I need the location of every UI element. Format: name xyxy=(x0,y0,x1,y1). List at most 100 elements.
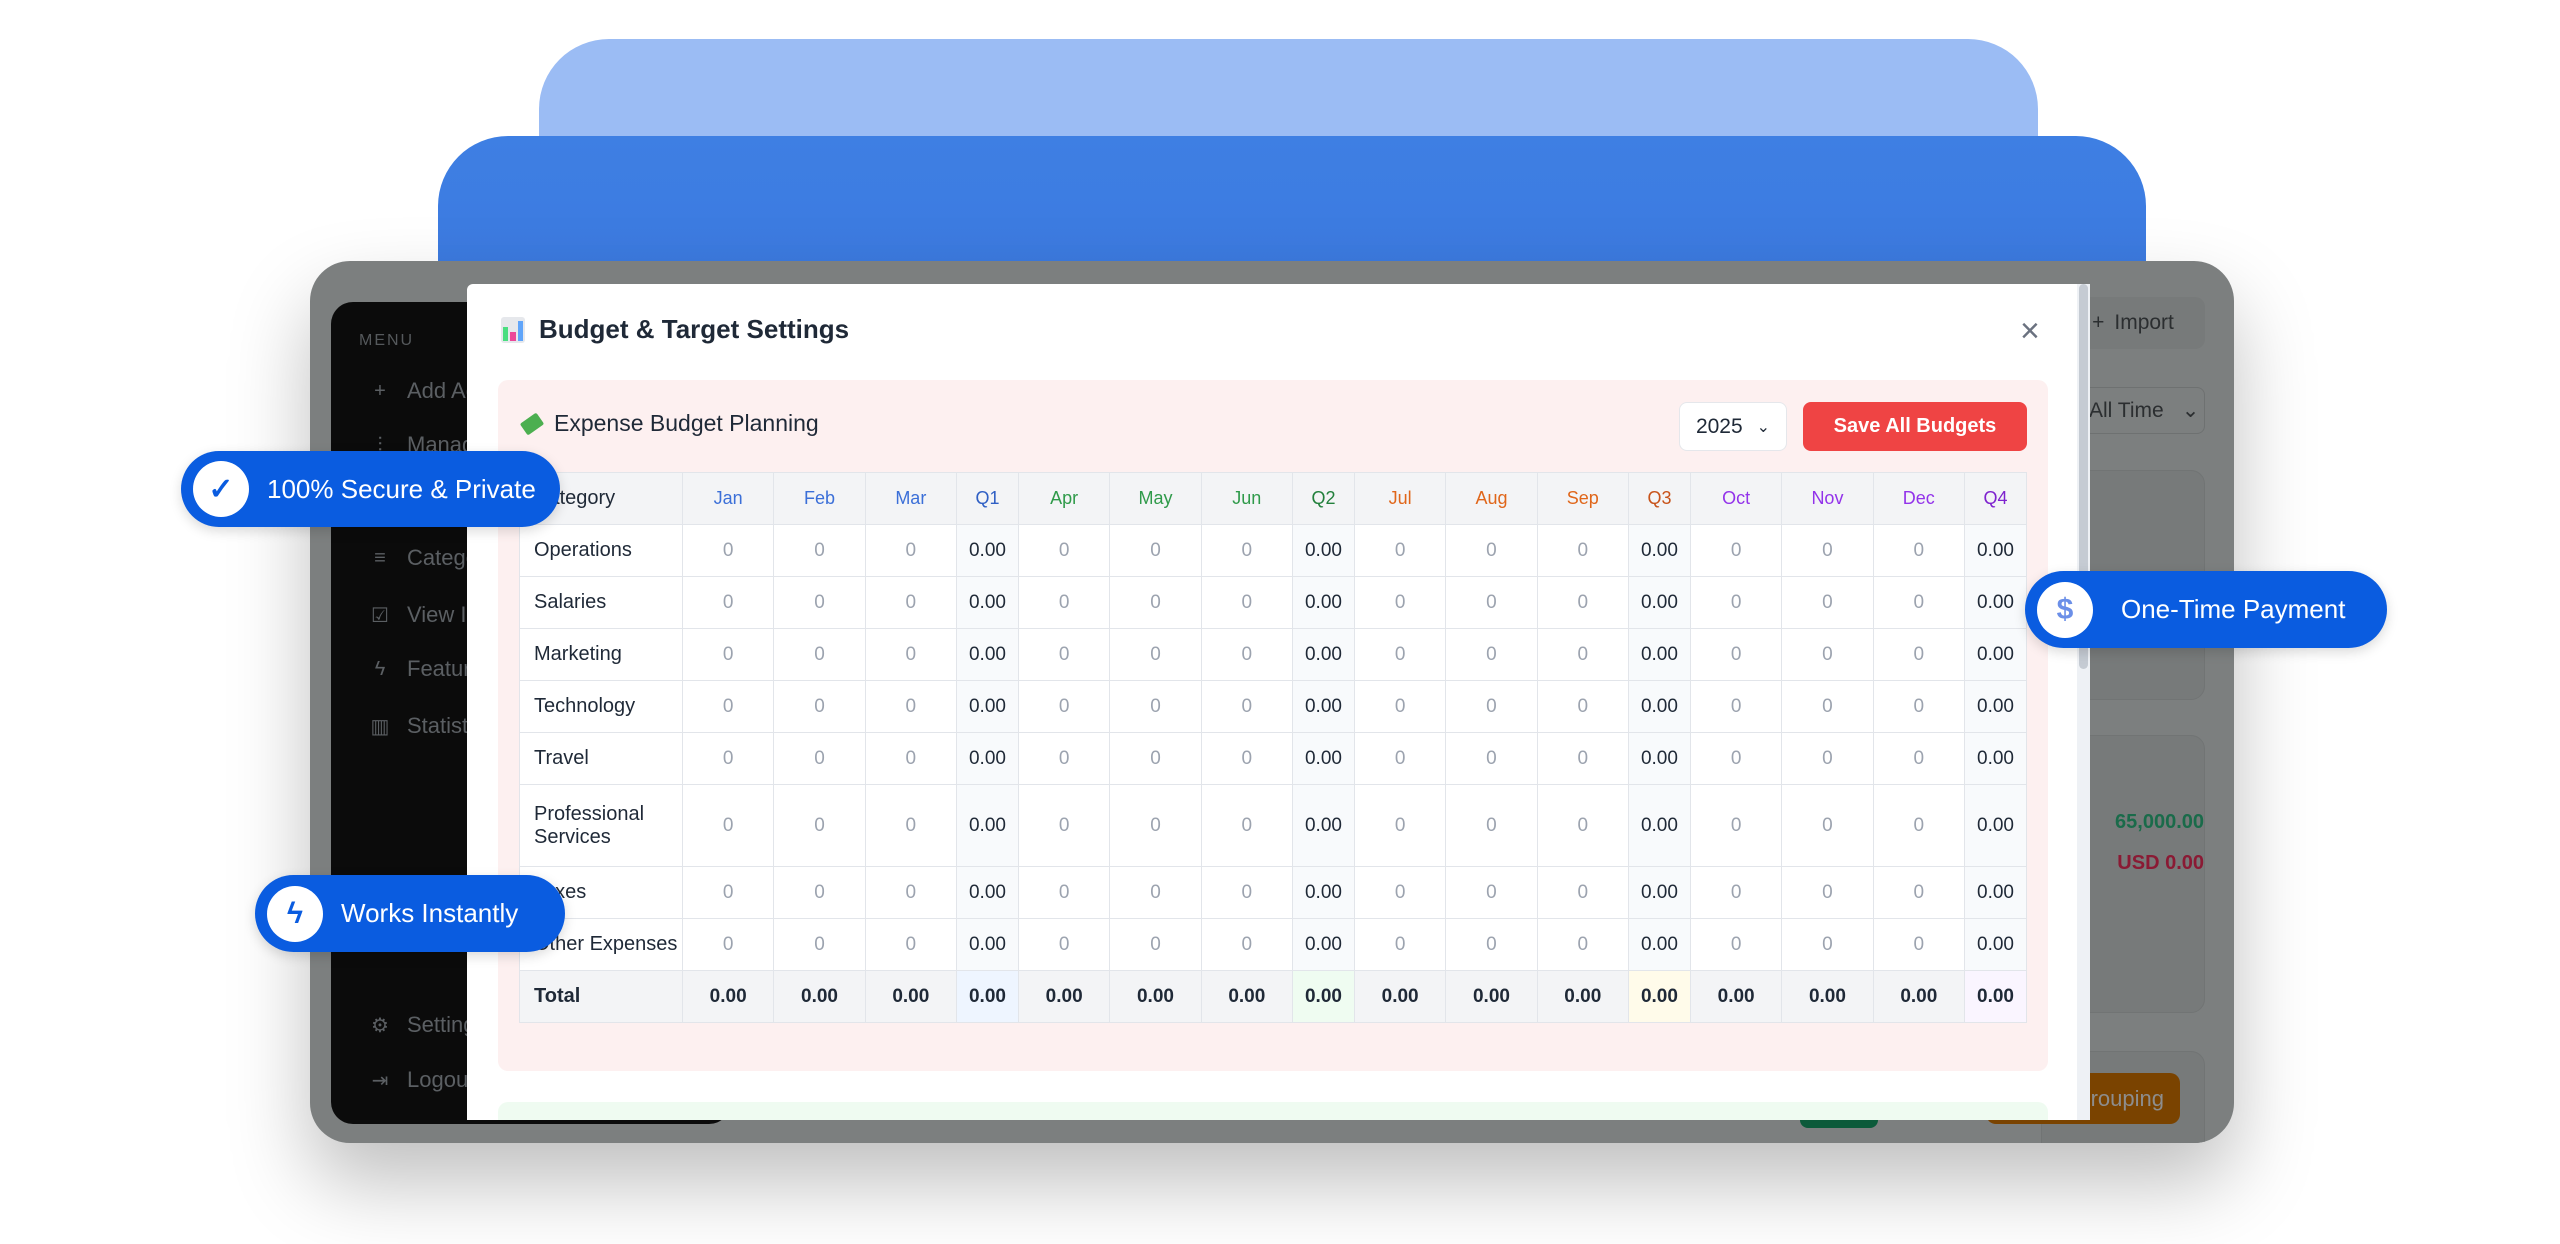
budget-input-cell[interactable]: 0 xyxy=(1109,732,1202,785)
budget-input-cell[interactable]: 0 xyxy=(1445,784,1538,867)
period-select[interactable]: All Time ⌄ xyxy=(2074,387,2205,434)
budget-input-cell[interactable]: 0 xyxy=(1109,918,1202,971)
budget-input-cell[interactable]: 0 xyxy=(681,576,775,629)
sidebar-item-features[interactable]: ϟ Feature xyxy=(369,656,483,682)
budget-input-cell[interactable]: 0 xyxy=(681,680,775,733)
budget-input-cell[interactable]: 0 xyxy=(1536,784,1629,867)
budget-input-cell[interactable]: 0 xyxy=(1536,866,1629,919)
budget-input-cell[interactable]: 0 xyxy=(1872,576,1966,629)
budget-input-cell[interactable]: 0 xyxy=(1109,628,1202,681)
budget-input-cell[interactable]: 0 xyxy=(1445,918,1538,971)
budget-input-cell[interactable]: 0 xyxy=(1781,866,1874,919)
budget-input-cell[interactable]: 0 xyxy=(1689,918,1783,971)
budget-input-cell[interactable]: 0 xyxy=(1017,576,1111,629)
budget-input-cell[interactable]: 0 xyxy=(864,680,957,733)
sidebar-item-settings[interactable]: ⚙ Setting xyxy=(369,1012,475,1038)
budget-input-cell[interactable]: 0 xyxy=(1536,576,1629,629)
scrollbar-thumb[interactable] xyxy=(2079,284,2088,669)
budget-input-cell[interactable]: 0 xyxy=(864,784,957,867)
budget-input-cell[interactable]: 0 xyxy=(1445,866,1538,919)
budget-input-cell[interactable]: 0 xyxy=(1353,628,1447,681)
budget-input-cell[interactable]: 0 xyxy=(1353,680,1447,733)
budget-input-cell[interactable]: 0 xyxy=(773,732,866,785)
budget-input-cell[interactable]: 0 xyxy=(1689,732,1783,785)
budget-input-cell[interactable]: 0 xyxy=(864,918,957,971)
budget-input-cell[interactable]: 0 xyxy=(1536,732,1629,785)
budget-input-cell[interactable]: 0 xyxy=(1445,524,1538,577)
budget-input-cell[interactable]: 0 xyxy=(1017,524,1111,577)
sidebar-item-add[interactable]: + Add Ac xyxy=(369,378,477,404)
budget-input-cell[interactable]: 0 xyxy=(773,918,866,971)
budget-input-cell[interactable]: 0 xyxy=(1781,628,1874,681)
budget-input-cell[interactable]: 0 xyxy=(1200,628,1293,681)
budget-input-cell[interactable]: 0 xyxy=(773,784,866,867)
budget-input-cell[interactable]: 0 xyxy=(864,524,957,577)
close-icon[interactable]: × xyxy=(2020,312,2040,350)
year-select[interactable]: 2025 ⌄ xyxy=(1679,402,1787,451)
budget-input-cell[interactable]: 0 xyxy=(1536,524,1629,577)
budget-input-cell[interactable]: 0 xyxy=(773,866,866,919)
budget-input-cell[interactable]: 0 xyxy=(1781,524,1874,577)
budget-input-cell[interactable]: 0 xyxy=(1200,866,1293,919)
budget-input-cell[interactable]: 0 xyxy=(1017,866,1111,919)
budget-input-cell[interactable]: 0 xyxy=(1200,524,1293,577)
budget-input-cell[interactable]: 0 xyxy=(681,866,775,919)
budget-input-cell[interactable]: 0 xyxy=(681,732,775,785)
budget-input-cell[interactable]: 0 xyxy=(681,524,775,577)
save-all-budgets-button[interactable]: Save All Budgets xyxy=(1803,402,2027,451)
budget-input-cell[interactable]: 0 xyxy=(773,680,866,733)
budget-input-cell[interactable]: 0 xyxy=(1781,784,1874,867)
budget-input-cell[interactable]: 0 xyxy=(681,784,775,867)
budget-input-cell[interactable]: 0 xyxy=(1353,732,1447,785)
budget-input-cell[interactable]: 0 xyxy=(1017,628,1111,681)
budget-input-cell[interactable]: 0 xyxy=(681,628,775,681)
budget-input-cell[interactable]: 0 xyxy=(1445,680,1538,733)
budget-input-cell[interactable]: 0 xyxy=(1109,576,1202,629)
budget-input-cell[interactable]: 0 xyxy=(1781,576,1874,629)
budget-input-cell[interactable]: 0 xyxy=(1872,866,1966,919)
budget-input-cell[interactable]: 0 xyxy=(1353,576,1447,629)
budget-input-cell[interactable]: 0 xyxy=(681,918,775,971)
budget-input-cell[interactable]: 0 xyxy=(773,524,866,577)
budget-input-cell[interactable]: 0 xyxy=(1445,732,1538,785)
budget-input-cell[interactable]: 0 xyxy=(1109,524,1202,577)
budget-input-cell[interactable]: 0 xyxy=(1353,784,1447,867)
budget-input-cell[interactable]: 0 xyxy=(1200,732,1293,785)
budget-input-cell[interactable]: 0 xyxy=(1200,680,1293,733)
budget-input-cell[interactable]: 0 xyxy=(1872,628,1966,681)
budget-input-cell[interactable]: 0 xyxy=(1109,866,1202,919)
budget-input-cell[interactable]: 0 xyxy=(1872,524,1966,577)
budget-input-cell[interactable]: 0 xyxy=(1353,524,1447,577)
budget-input-cell[interactable]: 0 xyxy=(1353,866,1447,919)
budget-input-cell[interactable]: 0 xyxy=(1017,732,1111,785)
budget-input-cell[interactable]: 0 xyxy=(1872,732,1966,785)
budget-input-cell[interactable]: 0 xyxy=(1689,866,1783,919)
budget-input-cell[interactable]: 0 xyxy=(1689,576,1783,629)
budget-input-cell[interactable]: 0 xyxy=(1109,784,1202,867)
budget-input-cell[interactable]: 0 xyxy=(1536,918,1629,971)
budget-input-cell[interactable]: 0 xyxy=(1689,784,1783,867)
budget-input-cell[interactable]: 0 xyxy=(1872,680,1966,733)
budget-input-cell[interactable]: 0 xyxy=(1689,524,1783,577)
sidebar-item-view[interactable]: ☑ View In xyxy=(369,602,479,628)
budget-input-cell[interactable]: 0 xyxy=(1781,918,1874,971)
budget-input-cell[interactable]: 0 xyxy=(1109,680,1202,733)
sidebar-item-logout[interactable]: ⇥ Logout xyxy=(369,1067,475,1093)
budget-input-cell[interactable]: 0 xyxy=(1872,918,1966,971)
budget-input-cell[interactable]: 0 xyxy=(1536,680,1629,733)
budget-input-cell[interactable]: 0 xyxy=(773,576,866,629)
budget-input-cell[interactable]: 0 xyxy=(1200,918,1293,971)
budget-input-cell[interactable]: 0 xyxy=(1689,680,1783,733)
budget-input-cell[interactable]: 0 xyxy=(1689,628,1783,681)
budget-input-cell[interactable]: 0 xyxy=(1017,918,1111,971)
budget-input-cell[interactable]: 0 xyxy=(864,576,957,629)
budget-input-cell[interactable]: 0 xyxy=(773,628,866,681)
budget-input-cell[interactable]: 0 xyxy=(1536,628,1629,681)
budget-input-cell[interactable]: 0 xyxy=(1872,784,1966,867)
budget-input-cell[interactable]: 0 xyxy=(1353,918,1447,971)
budget-input-cell[interactable]: 0 xyxy=(1781,680,1874,733)
budget-input-cell[interactable]: 0 xyxy=(1781,732,1874,785)
modal-scrollbar[interactable] xyxy=(2077,284,2090,1120)
budget-input-cell[interactable]: 0 xyxy=(1445,628,1538,681)
budget-input-cell[interactable]: 0 xyxy=(864,866,957,919)
